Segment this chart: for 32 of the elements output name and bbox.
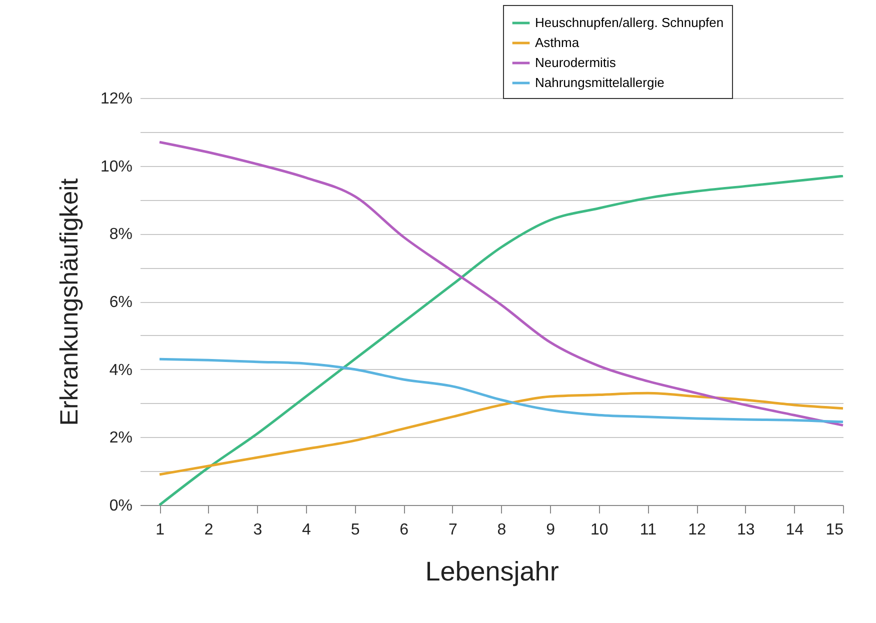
x-tick-label: 10	[590, 522, 608, 538]
x-tick-label: 12	[688, 522, 706, 538]
x-tick-label: 15	[826, 522, 844, 538]
x-tick-label: 6	[400, 522, 409, 538]
y-tick-label: 6%	[109, 294, 132, 311]
x-tick-label: 5	[350, 522, 360, 538]
x-tick-label: 11	[640, 522, 657, 538]
x-tick-label: 9	[546, 522, 556, 538]
legend-label: Asthma	[535, 35, 580, 50]
y-tick-label: 4%	[109, 362, 132, 379]
legend-label: Heuschnupfen/allerg. Schnupfen	[535, 15, 724, 30]
line-series	[158, 174, 844, 506]
y-tick-label: 8%	[109, 226, 132, 244]
x-tick-label: 3	[253, 522, 262, 538]
legend-label: Neurodermitis	[535, 55, 616, 70]
y-tick-label: 0%	[109, 498, 132, 514]
line-series	[158, 140, 844, 427]
x-tick-label: 13	[736, 522, 755, 538]
y-tick-label: 2%	[109, 430, 132, 447]
x-tick-label: 14	[786, 522, 804, 538]
legend-label: Nahrungsmittelallergie	[535, 75, 664, 90]
x-tick-label: 1	[156, 522, 165, 538]
x-tick-label: 7	[448, 522, 458, 538]
y-tick-label: 12%	[100, 90, 132, 108]
x-tick-label: 2	[204, 522, 214, 538]
x-tick-label: 8	[497, 522, 506, 538]
line-series	[158, 358, 844, 424]
y-tick-label: 10%	[100, 158, 132, 176]
y-axis-title: Erkrankungshäufigkeit	[55, 178, 84, 426]
x-axis-title: Lebensjahr	[425, 556, 559, 586]
line-series	[158, 392, 844, 476]
x-tick-label: 4	[302, 522, 312, 538]
